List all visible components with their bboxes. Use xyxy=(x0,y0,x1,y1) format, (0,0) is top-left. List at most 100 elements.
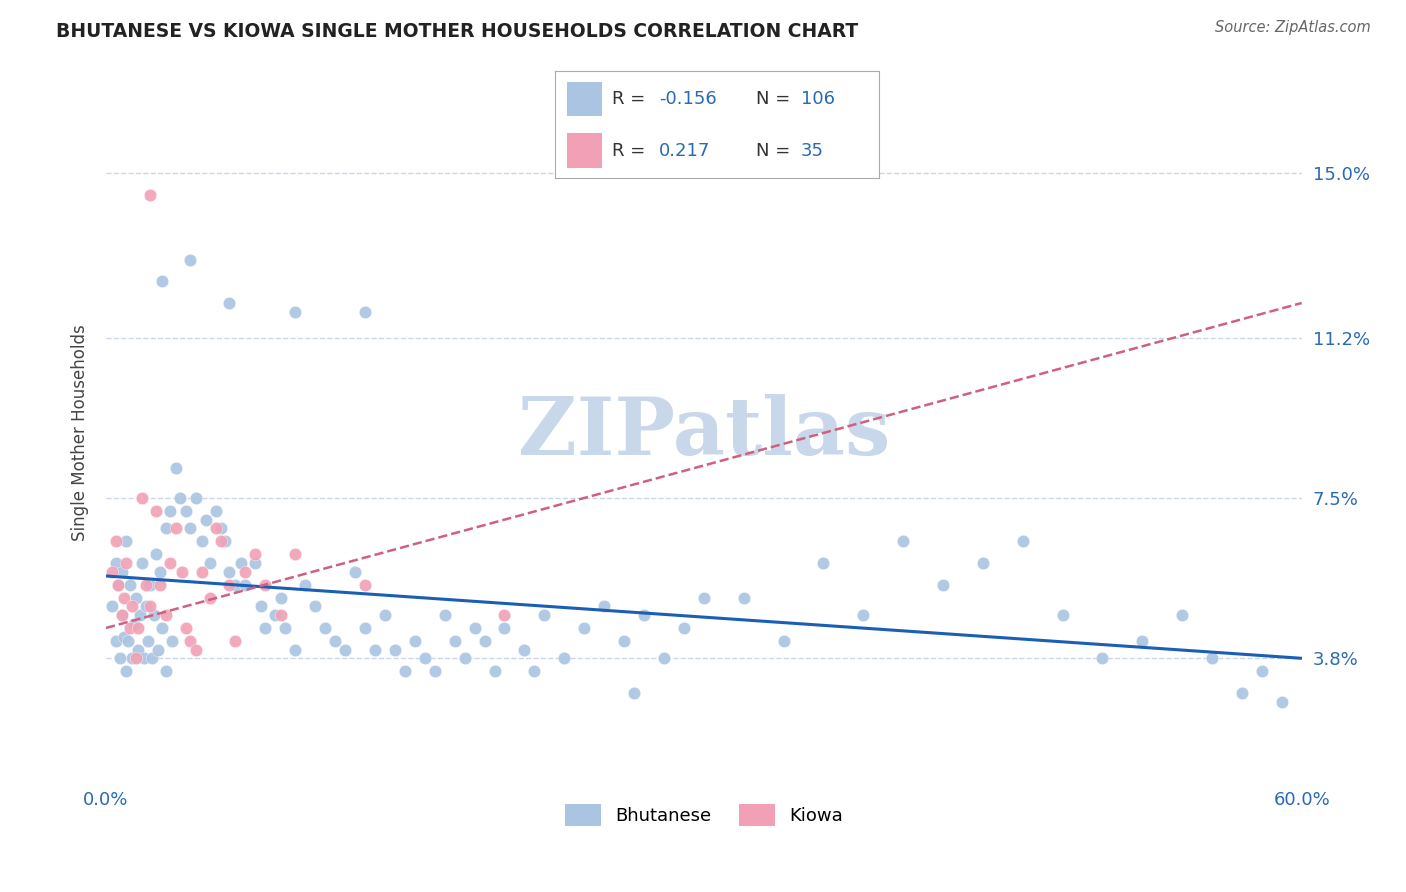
Point xyxy=(231,556,253,570)
Point xyxy=(128,607,150,622)
Point xyxy=(623,686,645,700)
Point xyxy=(214,534,236,549)
Point xyxy=(593,599,616,614)
Point xyxy=(453,651,475,665)
Text: BHUTANESE VS KIOWA SINGLE MOTHER HOUSEHOLDS CORRELATION CHART: BHUTANESE VS KIOWA SINGLE MOTHER HOUSEHO… xyxy=(56,22,859,41)
Text: R =: R = xyxy=(612,90,651,108)
Point xyxy=(294,577,316,591)
Point xyxy=(111,607,134,622)
Text: N =: N = xyxy=(756,90,796,108)
Point xyxy=(135,577,157,591)
Point xyxy=(1011,534,1033,549)
Point xyxy=(224,577,246,591)
Point xyxy=(613,634,636,648)
Point xyxy=(354,621,377,635)
Point xyxy=(145,547,167,561)
Point xyxy=(111,565,134,579)
Point xyxy=(384,642,406,657)
Point xyxy=(423,665,446,679)
Point xyxy=(254,621,277,635)
Point xyxy=(142,607,165,622)
Point xyxy=(1250,665,1272,679)
Point xyxy=(114,556,136,570)
Point xyxy=(374,607,396,622)
Point xyxy=(245,556,267,570)
Point xyxy=(112,591,135,605)
Point xyxy=(364,642,387,657)
Y-axis label: Single Mother Households: Single Mother Households xyxy=(72,325,89,541)
Point xyxy=(1230,686,1253,700)
Text: R =: R = xyxy=(612,142,651,160)
Text: -0.156: -0.156 xyxy=(659,90,717,108)
Point xyxy=(179,521,201,535)
Point xyxy=(184,491,207,505)
Point xyxy=(132,651,155,665)
Point xyxy=(284,642,307,657)
Point xyxy=(224,634,246,648)
Point xyxy=(160,634,183,648)
Point xyxy=(198,591,221,605)
Point xyxy=(932,577,955,591)
Point xyxy=(150,621,173,635)
Point xyxy=(235,577,257,591)
Text: ZIPatlas: ZIPatlas xyxy=(517,394,890,472)
Point xyxy=(672,621,695,635)
Point xyxy=(354,577,377,591)
Point xyxy=(190,534,212,549)
Point xyxy=(733,591,755,605)
Point xyxy=(118,621,141,635)
Point xyxy=(574,621,596,635)
Point xyxy=(218,565,240,579)
Point xyxy=(204,504,226,518)
Point xyxy=(314,621,336,635)
Point xyxy=(118,577,141,591)
Point xyxy=(190,565,212,579)
Point xyxy=(104,634,127,648)
Point xyxy=(131,556,153,570)
Point xyxy=(125,651,148,665)
FancyBboxPatch shape xyxy=(567,82,602,116)
Point xyxy=(170,565,193,579)
FancyBboxPatch shape xyxy=(567,134,602,168)
Point xyxy=(652,651,675,665)
Point xyxy=(136,634,159,648)
Point xyxy=(972,556,994,570)
Text: 35: 35 xyxy=(801,142,824,160)
Point xyxy=(323,634,346,648)
Point xyxy=(404,634,426,648)
Point xyxy=(174,621,197,635)
Point xyxy=(139,599,162,614)
Point xyxy=(891,534,914,549)
Point xyxy=(104,534,127,549)
Point xyxy=(270,591,292,605)
Point xyxy=(474,634,496,648)
Point xyxy=(813,556,835,570)
Point xyxy=(117,634,139,648)
Point xyxy=(127,621,149,635)
Point xyxy=(145,504,167,518)
Point xyxy=(179,634,201,648)
Point xyxy=(218,296,240,310)
Point xyxy=(494,607,516,622)
Point xyxy=(211,534,233,549)
Point xyxy=(1201,651,1223,665)
Point xyxy=(159,556,181,570)
Legend: Bhutanese, Kiowa: Bhutanese, Kiowa xyxy=(558,797,851,833)
Point xyxy=(533,607,555,622)
Point xyxy=(464,621,486,635)
Point xyxy=(198,556,221,570)
Point xyxy=(245,547,267,561)
Point xyxy=(155,521,177,535)
Point xyxy=(333,642,356,657)
Point xyxy=(218,577,240,591)
Point xyxy=(114,665,136,679)
Point xyxy=(139,577,162,591)
Point xyxy=(772,634,794,648)
Point xyxy=(155,607,177,622)
Point xyxy=(344,565,367,579)
Point xyxy=(1091,651,1114,665)
Point xyxy=(139,187,162,202)
Point xyxy=(108,651,131,665)
Point xyxy=(553,651,575,665)
Point xyxy=(149,565,172,579)
